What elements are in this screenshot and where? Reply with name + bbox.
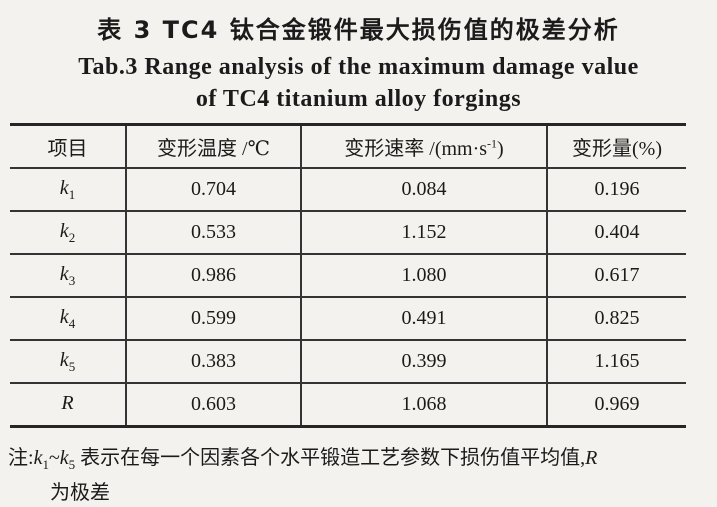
- col-header-deformation-amount: 变形量(%): [546, 124, 686, 169]
- table-row-k5: k5 0.383 0.399 1.165: [10, 340, 686, 384]
- cell-value: 0.404: [546, 211, 686, 255]
- rate-unit-post: ): [497, 138, 504, 160]
- table-title-english-line2: of TC4 titanium alloy forgings: [195, 86, 522, 112]
- row-label: k1: [10, 168, 126, 212]
- row-label-subscript: 1: [68, 186, 76, 202]
- rate-unit-superscript: -1: [487, 136, 498, 151]
- cell-value: 0.969: [546, 383, 686, 428]
- cell-value: 0.399: [300, 340, 547, 384]
- col-header-deformation-rate: 变形速率 /(mm·s-1): [300, 124, 547, 169]
- cell-value: 0.704: [125, 168, 301, 212]
- table-row-k2: k2 0.533 1.152 0.404: [10, 211, 686, 255]
- row-label-symbol: k: [59, 348, 69, 371]
- footnote-line2: 为极差: [50, 482, 110, 504]
- row-label-symbol: k: [59, 262, 69, 285]
- table-title-chinese: 表 3 TC4 钛合金锻件最大损伤值的极差分析: [97, 16, 620, 44]
- table-footnote: 注:k1~k5 表示在每一个因素各个水平锻造工艺参数下损伤值平均值,R 为极差: [8, 444, 711, 507]
- row-label-subscript: 5: [68, 358, 76, 374]
- table-title-english-line1: Tab.3 Range analysis of the maximum dama…: [78, 54, 639, 80]
- row-label: k4: [10, 297, 126, 341]
- range-analysis-table: 项目 变形温度 /℃ 变形速率 /(mm·s-1) 变形量(%) k1 0.70…: [10, 123, 686, 428]
- footnote-text: 表示在每一个因素各个水平锻造工艺参数下损伤值平均值,: [75, 447, 586, 469]
- row-label-subscript: 4: [68, 315, 76, 331]
- table-row-k1: k1 0.704 0.084 0.196: [10, 168, 686, 212]
- row-label-symbol: k: [59, 219, 69, 242]
- table-row-k4: k4 0.599 0.491 0.825: [10, 297, 686, 341]
- footnote-k5-subscript: 5: [68, 457, 76, 472]
- row-label: k5: [10, 340, 126, 384]
- footnote-k1-symbol: k: [33, 447, 43, 469]
- table-row-range: R 0.603 1.068 0.969: [10, 383, 686, 428]
- cell-value: 1.068: [300, 383, 547, 428]
- cell-value: 0.617: [546, 254, 686, 298]
- cell-value: 0.196: [546, 168, 686, 212]
- col-header-item: 项目: [10, 124, 126, 169]
- footnote-prefix: 注:: [8, 447, 34, 469]
- cell-value: 1.080: [300, 254, 547, 298]
- cell-value: 0.986: [125, 254, 301, 298]
- cell-value: 0.491: [300, 297, 547, 341]
- row-label-symbol: k: [59, 176, 69, 199]
- table-title-english: Tab.3 Range analysis of the maximum dama…: [0, 51, 717, 115]
- cell-value: 0.084: [300, 168, 547, 212]
- row-label-symbol: R: [61, 391, 74, 414]
- cell-value: 0.599: [125, 297, 301, 341]
- cell-value: 1.152: [300, 211, 547, 255]
- cell-value: 0.383: [125, 340, 301, 384]
- cell-value: 0.603: [125, 383, 301, 428]
- footnote-line1: 注:k1~k5 表示在每一个因素各个水平锻造工艺参数下损伤值平均值,R: [8, 444, 711, 479]
- row-label-symbol: k: [59, 305, 69, 328]
- footnote-k5-symbol: k: [59, 447, 69, 469]
- cell-value: 1.165: [546, 340, 686, 384]
- footnote-tilde: ~: [48, 447, 60, 469]
- col-header-deformation-temperature: 变形温度 /℃: [125, 124, 301, 169]
- row-label-subscript: 2: [68, 229, 76, 245]
- footnote-k1-subscript: 1: [42, 457, 49, 472]
- table-row-k3: k3 0.986 1.080 0.617: [10, 254, 686, 298]
- row-label: R: [10, 383, 126, 428]
- row-label: k2: [10, 211, 126, 255]
- row-label: k3: [10, 254, 126, 298]
- rate-unit-pre: 变形速率 /(mm·s: [344, 138, 488, 160]
- footnote-r-symbol: R: [585, 447, 598, 469]
- cell-value: 0.533: [125, 211, 301, 255]
- row-label-subscript: 3: [68, 272, 76, 288]
- cell-value: 0.825: [546, 297, 686, 341]
- table-header-row: 项目 变形温度 /℃ 变形速率 /(mm·s-1) 变形量(%): [10, 124, 686, 169]
